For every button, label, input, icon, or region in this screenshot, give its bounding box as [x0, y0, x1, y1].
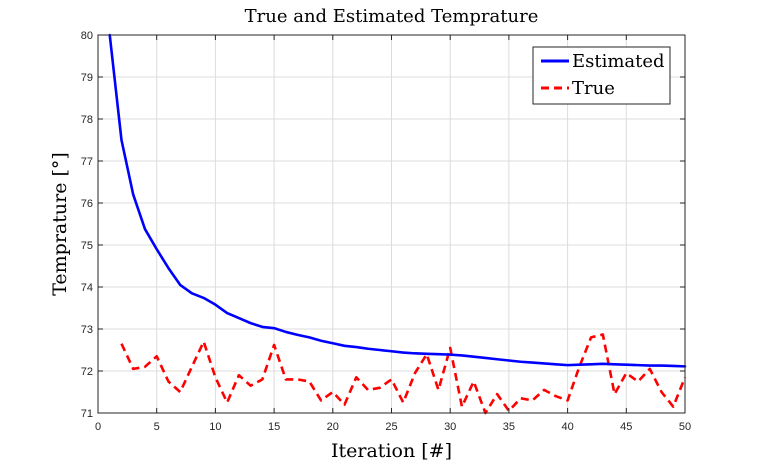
- x-tick-label: 15: [268, 421, 280, 433]
- y-tick-label: 79: [81, 72, 93, 84]
- chart-title: True and Estimated Temprature: [245, 6, 539, 27]
- legend-label-estimated: Estimated: [572, 51, 665, 72]
- series-line-true: [120, 333, 687, 415]
- x-axis-label: Iteration [#]: [331, 440, 452, 462]
- tick-labels: 0 5 10 15 20 25 30 35 40 45 50 71 72 73 74 75 76 77 78 79 80: [81, 30, 691, 433]
- y-axis-label: Temprature [°]: [49, 152, 71, 296]
- x-tick-label: 0: [95, 421, 101, 433]
- y-tick-label: 76: [81, 198, 93, 210]
- legend-box: [532, 46, 671, 105]
- x-tick-label: 50: [679, 421, 691, 433]
- x-tick-label: 20: [327, 421, 339, 433]
- y-tick-label: 73: [81, 324, 93, 336]
- y-tick-label: 77: [81, 156, 93, 168]
- y-tick-label: 78: [81, 114, 93, 126]
- x-tick-label: 35: [503, 421, 515, 433]
- x-tick-label: 30: [444, 421, 456, 433]
- y-tick-label: 75: [81, 240, 93, 252]
- y-tick-label: 71: [81, 408, 93, 420]
- series-layer: [108, 33, 687, 415]
- x-tick-label: 5: [154, 421, 160, 433]
- x-tick-label: 40: [561, 421, 573, 433]
- y-tick-label: 72: [81, 366, 93, 378]
- x-tick-label: 45: [620, 421, 632, 433]
- legend: Estimated True: [532, 46, 671, 105]
- x-tick-label: 10: [209, 421, 221, 433]
- x-tick-label: 25: [385, 421, 397, 433]
- y-tick-label: 74: [81, 282, 93, 294]
- series-line-estimated: [108, 33, 687, 368]
- legend-label-true: True: [572, 78, 615, 99]
- y-tick-label: 80: [81, 30, 93, 42]
